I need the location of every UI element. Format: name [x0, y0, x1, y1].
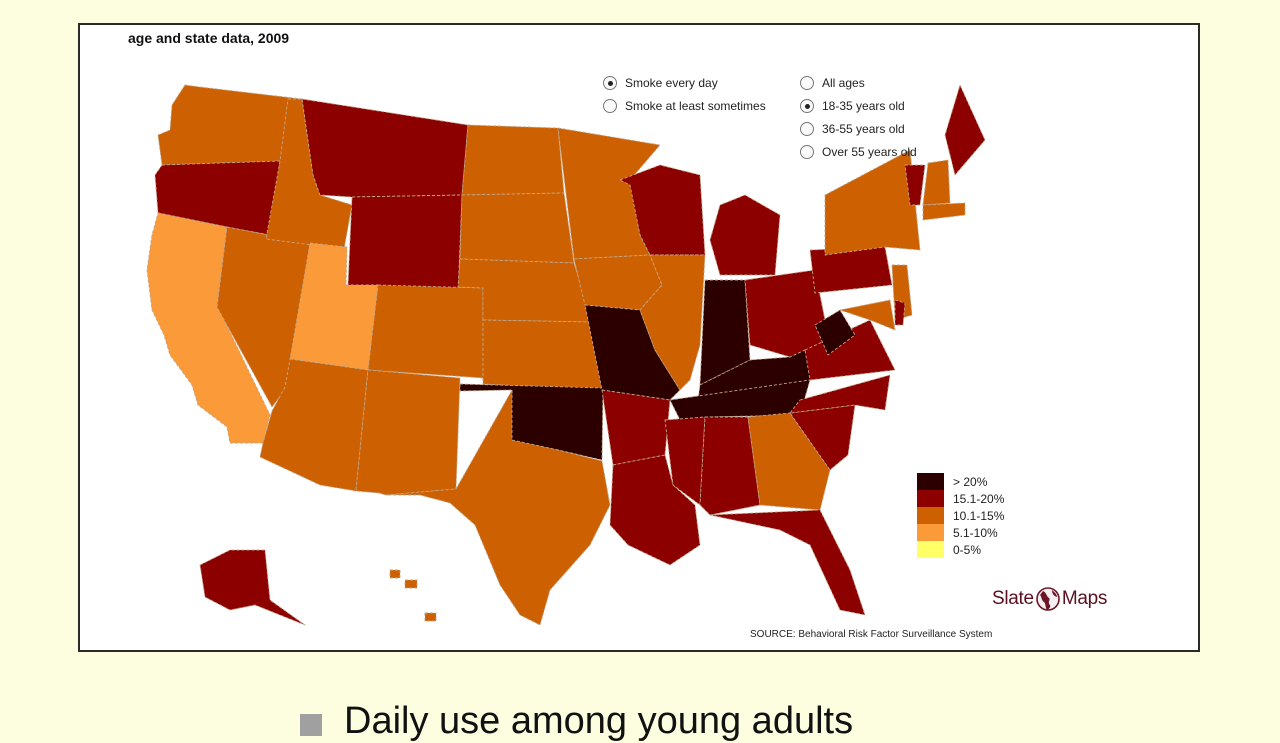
brand-name-right: Maps: [1061, 588, 1108, 609]
radio-button-icon[interactable]: [800, 122, 814, 136]
legend-label: 5.1-10%: [953, 525, 998, 540]
age-option-36-55[interactable]: 36-55 years old: [800, 122, 905, 136]
state-ma[interactable]: [922, 202, 966, 221]
map-legend: > 20% 15.1-20% 10.1-15% 5.1-10% 0-5%: [917, 473, 1004, 558]
state-oh[interactable]: [744, 269, 831, 358]
state-hi-island[interactable]: [389, 569, 401, 579]
legend-row: 0-5%: [917, 541, 1004, 558]
age-option-over-55[interactable]: Over 55 years old: [800, 145, 917, 159]
state-nc[interactable]: [789, 374, 891, 414]
slide-bullet-text: Daily use among young adults: [344, 700, 854, 742]
legend-row: > 20%: [917, 473, 1004, 490]
state-ar[interactable]: [601, 389, 671, 466]
state-co[interactable]: [367, 284, 484, 379]
map-panel: age and state data, 2009 Smoke every day…: [78, 23, 1200, 652]
state-sc[interactable]: [789, 404, 856, 471]
legend-label: > 20%: [953, 474, 988, 489]
age-option-18-35[interactable]: 18-35 years old: [800, 99, 905, 113]
state-vt[interactable]: [904, 164, 926, 206]
state-ks[interactable]: [482, 319, 603, 391]
state-tn[interactable]: [669, 379, 811, 421]
state-nm[interactable]: [355, 369, 461, 496]
legend-swatch: [917, 524, 944, 541]
state-il[interactable]: [639, 254, 706, 391]
square-bullet-icon: [300, 714, 322, 736]
state-wy[interactable]: [347, 194, 463, 296]
state-al[interactable]: [699, 416, 761, 516]
legend-row: 15.1-20%: [917, 490, 1004, 507]
state-la[interactable]: [609, 454, 701, 566]
brand-name-left: Slate: [992, 588, 1034, 609]
radio-button-icon[interactable]: [800, 76, 814, 90]
radio-button-icon[interactable]: [800, 145, 814, 159]
state-md[interactable]: [839, 299, 896, 331]
legend-swatch: [917, 490, 944, 507]
state-nh[interactable]: [922, 159, 951, 206]
legend-swatch: [917, 473, 944, 490]
state-ca[interactable]: [146, 212, 271, 444]
radio-button-icon[interactable]: [603, 99, 617, 113]
legend-row: 10.1-15%: [917, 507, 1004, 524]
frequency-option-label: Smoke every day: [625, 76, 718, 90]
frequency-option-label: Smoke at least sometimes: [625, 99, 766, 113]
map-title: age and state data, 2009: [128, 30, 290, 46]
slide-bullet: Daily use among young adults: [300, 700, 853, 743]
state-de[interactable]: [894, 299, 906, 326]
state-ne[interactable]: [457, 258, 593, 323]
state-hi[interactable]: [424, 612, 437, 622]
state-pa[interactable]: [809, 246, 893, 294]
state-az[interactable]: [259, 358, 369, 492]
frequency-option-every-day[interactable]: Smoke every day: [603, 76, 718, 90]
state-wa[interactable]: [157, 84, 303, 166]
age-option-label: All ages: [822, 76, 865, 90]
state-mt[interactable]: [301, 98, 469, 198]
state-mi[interactable]: [709, 194, 781, 276]
age-option-all[interactable]: All ages: [800, 76, 865, 90]
state-wv[interactable]: [814, 309, 856, 356]
slate-maps-logo[interactable]: Slate Maps: [992, 586, 1107, 612]
us-state-map: [146, 84, 986, 626]
state-fl[interactable]: [709, 509, 866, 616]
legend-label: 0-5%: [953, 542, 982, 557]
age-option-label: 36-55 years old: [822, 122, 905, 136]
source-note: SOURCE: Behavioral Risk Factor Surveilla…: [750, 629, 993, 640]
legend-swatch: [917, 507, 944, 524]
state-tx[interactable]: [385, 389, 611, 626]
state-ga[interactable]: [747, 412, 831, 511]
legend-swatch: [917, 541, 944, 558]
state-hi-island[interactable]: [404, 579, 418, 589]
frequency-option-sometimes[interactable]: Smoke at least sometimes: [603, 99, 766, 113]
state-ny[interactable]: [824, 149, 921, 256]
legend-row: 5.1-10%: [917, 524, 1004, 541]
state-sd[interactable]: [459, 192, 575, 264]
radio-button-icon[interactable]: [800, 99, 814, 113]
age-option-label: 18-35 years old: [822, 99, 905, 113]
legend-label: 10.1-15%: [953, 508, 1005, 523]
legend-label: 15.1-20%: [953, 491, 1005, 506]
age-option-label: Over 55 years old: [822, 145, 917, 159]
state-ok[interactable]: [459, 383, 604, 461]
radio-button-icon[interactable]: [603, 76, 617, 90]
state-me[interactable]: [944, 84, 986, 176]
globe-icon: [1036, 587, 1060, 611]
state-ak[interactable]: [199, 549, 306, 626]
state-nd[interactable]: [461, 124, 565, 196]
state-ms[interactable]: [664, 416, 706, 506]
